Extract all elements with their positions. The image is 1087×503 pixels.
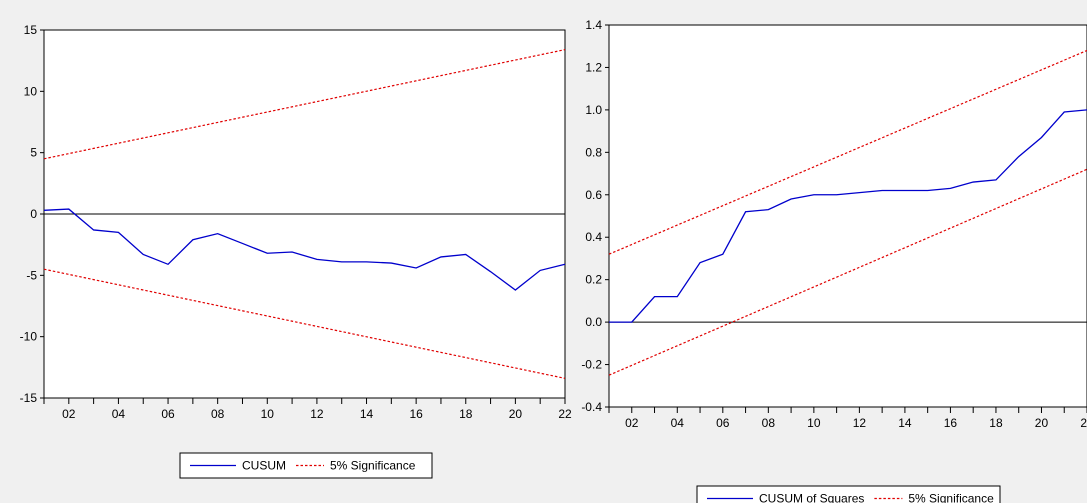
- x-tick-label: 18: [989, 416, 1003, 430]
- y-tick-label: 0.0: [585, 315, 602, 329]
- series-line-cusum: [43, 208, 566, 291]
- y-tick-label: -5: [26, 268, 37, 282]
- x-tick-label: 10: [261, 407, 275, 421]
- legend: CUSUM of Squares 5% Significance: [696, 485, 1001, 503]
- legend-label-statistic: CUSUM of Squares: [759, 492, 864, 503]
- x-tick-label: 12: [853, 416, 867, 430]
- x-tick-label: 20: [1035, 416, 1049, 430]
- cusum-chart: 15 10 5 0 -5 -10 -15 02 04 06 08 10 12 14 16 18 20 22 CUSU…: [20, 23, 572, 479]
- x-tick-label: 16: [944, 416, 958, 430]
- x-tick-label: 02: [625, 416, 639, 430]
- x-tick-label: 02: [62, 407, 76, 421]
- plot-area: [608, 24, 1087, 408]
- x-tick-label: 06: [716, 416, 730, 430]
- x-tick-label: 20: [509, 407, 523, 421]
- x-tick-label: 04: [671, 416, 685, 430]
- x-tick-label: 22: [558, 407, 572, 421]
- y-tick-label: 0.8: [585, 145, 602, 159]
- significance-lower-bound-line: [43, 268, 566, 379]
- legend-label-significance: 5% Significance: [330, 459, 416, 473]
- x-tick-label: 14: [898, 416, 912, 430]
- x-tick-label: 08: [762, 416, 776, 430]
- legend-box: [696, 485, 1001, 503]
- y-tick-label: -0.4: [581, 400, 602, 414]
- y-tick-label: -0.2: [581, 358, 602, 372]
- x-tick-label: 06: [161, 407, 175, 421]
- significance-lower-bound-line: [608, 168, 1087, 376]
- y-tick-label: 0.6: [585, 188, 602, 202]
- x-tick-label: 04: [112, 407, 126, 421]
- x-tick-label: 10: [807, 416, 821, 430]
- y-tick-label: 15: [24, 23, 38, 37]
- legend-label-statistic: CUSUM: [242, 459, 286, 473]
- y-tick-label: 0: [30, 207, 37, 221]
- legend-label-significance: 5% Significance: [908, 492, 994, 503]
- series-line-cusum-of-squares: [609, 109, 1087, 323]
- y-tick-label: -15: [20, 391, 38, 405]
- x-tick-label: 18: [459, 407, 473, 421]
- y-tick-label: 0.2: [585, 273, 602, 287]
- legend: CUSUM 5% Significance: [179, 452, 433, 479]
- y-tick-label: 1.4: [585, 18, 602, 32]
- y-tick-label: 1.0: [585, 103, 602, 117]
- x-tick-label: 14: [360, 407, 374, 421]
- significance-upper-bound-line: [43, 49, 566, 160]
- x-tick-label: 12: [310, 407, 324, 421]
- y-tick-label: 10: [24, 84, 38, 98]
- y-tick-label: -10: [20, 330, 38, 344]
- significance-upper-bound-line: [608, 49, 1087, 255]
- y-tick-label: 0.4: [585, 230, 602, 244]
- cusum-squares-chart: 1.4 1.2 1.0 0.8 0.6 0.4 0.2 0.0 -0.2 -0.4 02 04 06 08…: [581, 18, 1087, 503]
- x-tick-label: 16: [409, 407, 423, 421]
- y-tick-label: 5: [30, 146, 37, 160]
- y-tick-label: 1.2: [585, 60, 602, 74]
- x-tick-label: 08: [211, 407, 225, 421]
- x-tick-label: 22: [1080, 416, 1087, 430]
